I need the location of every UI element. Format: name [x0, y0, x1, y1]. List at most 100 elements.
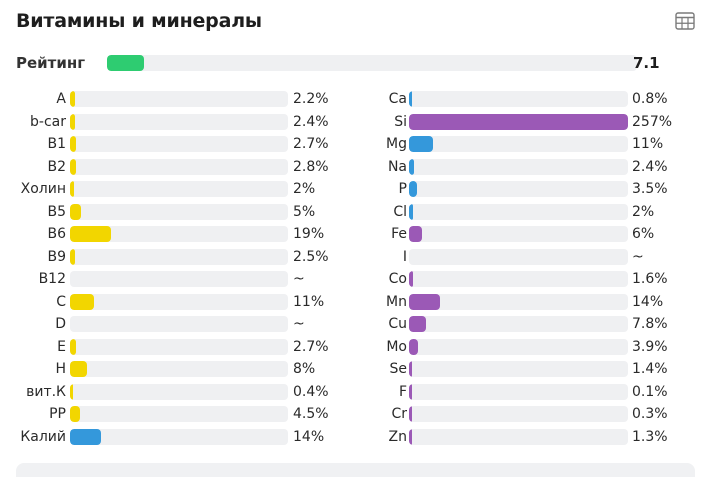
nutrient-row: Se 1.4%: [340, 359, 680, 382]
nutrient-label: вит.К: [26, 383, 66, 400]
nutrient-bar-track: [409, 248, 628, 265]
nutrient-row: E 2.7%: [0, 337, 340, 360]
nutrient-bar-fill: [409, 361, 413, 377]
nutrient-bar-fill: [409, 91, 412, 107]
nutrient-row: B1 2.7%: [0, 134, 340, 157]
nutrient-label: P: [398, 181, 407, 197]
nutrient-label: Si: [394, 113, 407, 130]
vitamins-column: A 2.2% b-car 2.4% B1 2.7% B2 2.8% Холин 2% B5 5% B6 1…: [0, 89, 340, 449]
nutrient-value: 2.7%: [293, 338, 329, 355]
nutrient-label: Mg: [386, 136, 407, 152]
nutrient-bar-fill: [409, 158, 415, 175]
nutrient-bar-fill: [70, 383, 73, 400]
nutrient-label: B12: [38, 271, 66, 287]
nutrient-bar-fill: [70, 428, 101, 445]
nutrient-value: 4.5%: [293, 406, 329, 422]
nutrient-label: Mn: [386, 293, 407, 310]
section-title: Витамины и минералы: [16, 10, 262, 32]
nutrient-value: 2.4%: [293, 113, 329, 130]
nutrient-bar-track: [70, 181, 288, 197]
nutrient-label: B1: [47, 136, 66, 152]
nutrient-label: A: [56, 91, 66, 107]
nutrient-value: 2%: [293, 181, 316, 197]
nutrient-bar-fill: [409, 338, 418, 355]
nutrient-label: Cu: [388, 316, 407, 332]
nutrient-value: 14%: [632, 293, 664, 310]
rating-value: 7.1: [633, 54, 660, 72]
nutrient-bar-track: [409, 226, 628, 242]
nutrient-bar-track: [409, 136, 628, 152]
nutrient-label: D: [55, 316, 66, 332]
nutrient-value: ~: [293, 271, 305, 287]
nutrient-value: 2.7%: [293, 136, 329, 152]
nutrient-value: 3.9%: [632, 338, 668, 355]
nutrient-bar-track: [409, 406, 628, 422]
nutrient-bar-track: [70, 113, 288, 130]
nutrient-row: A 2.2%: [0, 89, 340, 112]
nutrient-bar-track: [409, 428, 628, 445]
nutrient-value: 7.8%: [632, 316, 668, 332]
nutrient-bar-fill: [70, 293, 94, 310]
nutrient-value: 0.1%: [632, 383, 668, 400]
nutrient-label: Mo: [386, 338, 407, 355]
nutrient-row: Cr 0.3%: [340, 404, 680, 427]
nutrient-row: Mn 14%: [340, 292, 680, 315]
nutrient-value: 14%: [293, 428, 325, 445]
rating-bar-track: [107, 55, 637, 71]
table-grid-icon[interactable]: [675, 12, 695, 30]
nutrient-value: 19%: [293, 226, 325, 242]
nutrient-value: 1.6%: [632, 271, 668, 287]
nutrient-label: Fe: [391, 226, 407, 242]
nutrient-row: b-car 2.4%: [0, 112, 340, 135]
nutrient-label: H: [55, 361, 66, 377]
nutrient-label: Co: [388, 271, 407, 287]
nutrient-value: 0.3%: [632, 406, 668, 422]
nutrient-bar-track: [70, 316, 288, 332]
nutrient-row: Fe 6%: [340, 224, 680, 247]
nutrient-bar-fill: [70, 248, 76, 265]
nutrient-label: I: [402, 248, 407, 265]
nutrient-row: Mg 11%: [340, 134, 680, 157]
nutrient-bar-fill: [409, 203, 414, 220]
nutrient-bar-track: [70, 226, 288, 242]
nutrient-label: Cl: [393, 203, 407, 220]
nutrient-bar-fill: [70, 91, 75, 107]
nutrient-bar-fill: [409, 383, 412, 400]
nutrient-bar-track: [409, 316, 628, 332]
nutrient-value: 2.5%: [293, 248, 329, 265]
nutrient-value: 2.2%: [293, 91, 329, 107]
nutrient-label: B6: [47, 226, 66, 242]
nutrient-bar-track: [409, 181, 628, 197]
nutrient-bar-fill: [409, 271, 413, 287]
nutrient-value: ~: [293, 316, 305, 332]
nutrient-bar-track: [70, 203, 288, 220]
nutrient-value: 1.4%: [632, 361, 668, 377]
nutrient-row: Калий 14%: [0, 427, 340, 450]
nutrient-row: F 0.1%: [340, 382, 680, 405]
rating-bar-fill: [107, 55, 145, 71]
nutrient-label: Холин: [20, 181, 66, 197]
nutrient-value: ~: [632, 248, 644, 265]
nutrient-bar-fill: [409, 181, 417, 197]
nutrient-value: 0.8%: [632, 91, 668, 107]
nutrient-bar-track: [409, 91, 628, 107]
nutrient-bar-fill: [409, 406, 412, 422]
nutrient-row: B6 19%: [0, 224, 340, 247]
nutrient-bar-track: [70, 361, 288, 377]
nutrient-bar-fill: [70, 338, 76, 355]
nutrient-bar-fill: [409, 293, 440, 310]
nutrient-bar-fill: [70, 361, 88, 377]
nutrient-bar-track: [409, 113, 628, 130]
nutrient-value: 2.8%: [293, 158, 329, 175]
bottom-panel: [16, 463, 695, 477]
nutrient-bar-track: [409, 203, 628, 220]
nutrient-bar-track: [70, 158, 288, 175]
nutrient-bar-track: [409, 338, 628, 355]
nutrient-row: PP 4.5%: [0, 404, 340, 427]
nutrient-label: b-car: [30, 113, 66, 130]
nutrient-row: B5 5%: [0, 202, 340, 225]
nutrient-row: B12 ~: [0, 269, 340, 292]
rating-label: Рейтинг: [16, 54, 86, 72]
nutrient-bar-track: [409, 293, 628, 310]
nutrient-row: Холин 2%: [0, 179, 340, 202]
